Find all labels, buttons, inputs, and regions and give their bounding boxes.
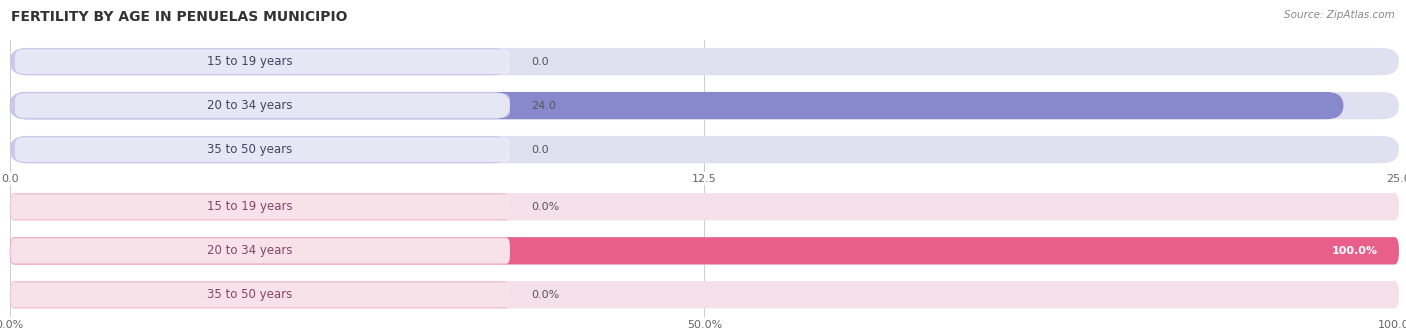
Text: 0.0: 0.0 (531, 145, 548, 154)
Text: 0.0%: 0.0% (531, 202, 560, 212)
FancyBboxPatch shape (10, 92, 510, 119)
FancyBboxPatch shape (10, 48, 1399, 75)
FancyBboxPatch shape (15, 93, 510, 118)
Text: Source: ZipAtlas.com: Source: ZipAtlas.com (1284, 10, 1395, 20)
Text: 15 to 19 years: 15 to 19 years (207, 200, 292, 213)
FancyBboxPatch shape (10, 281, 510, 309)
FancyBboxPatch shape (11, 239, 510, 263)
Text: 20 to 34 years: 20 to 34 years (207, 99, 292, 112)
FancyBboxPatch shape (10, 92, 1343, 119)
FancyBboxPatch shape (10, 92, 1399, 119)
FancyBboxPatch shape (10, 48, 510, 75)
Text: 0.0: 0.0 (531, 57, 548, 67)
Text: 0.0%: 0.0% (531, 290, 560, 300)
Text: 35 to 50 years: 35 to 50 years (207, 143, 292, 156)
Text: 20 to 34 years: 20 to 34 years (207, 244, 292, 257)
Text: FERTILITY BY AGE IN PENUELAS MUNICIPIO: FERTILITY BY AGE IN PENUELAS MUNICIPIO (11, 10, 347, 24)
FancyBboxPatch shape (10, 281, 1399, 309)
FancyBboxPatch shape (11, 194, 510, 219)
FancyBboxPatch shape (10, 193, 510, 220)
FancyBboxPatch shape (15, 137, 510, 162)
FancyBboxPatch shape (15, 49, 510, 74)
FancyBboxPatch shape (10, 136, 1399, 163)
FancyBboxPatch shape (10, 237, 1399, 264)
FancyBboxPatch shape (11, 282, 510, 307)
Text: 100.0%: 100.0% (1331, 246, 1378, 256)
Text: 35 to 50 years: 35 to 50 years (207, 288, 292, 301)
FancyBboxPatch shape (10, 237, 510, 264)
FancyBboxPatch shape (10, 193, 1399, 220)
FancyBboxPatch shape (10, 237, 1399, 264)
FancyBboxPatch shape (10, 136, 510, 163)
Text: 15 to 19 years: 15 to 19 years (207, 55, 292, 68)
Text: 24.0: 24.0 (531, 101, 555, 111)
